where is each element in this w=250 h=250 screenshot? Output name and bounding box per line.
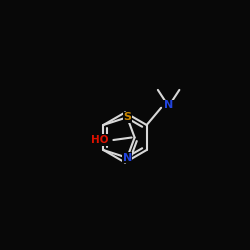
Text: HO: HO bbox=[91, 135, 108, 145]
Text: N: N bbox=[164, 100, 173, 110]
Text: N: N bbox=[122, 153, 132, 163]
Text: S: S bbox=[123, 112, 131, 122]
